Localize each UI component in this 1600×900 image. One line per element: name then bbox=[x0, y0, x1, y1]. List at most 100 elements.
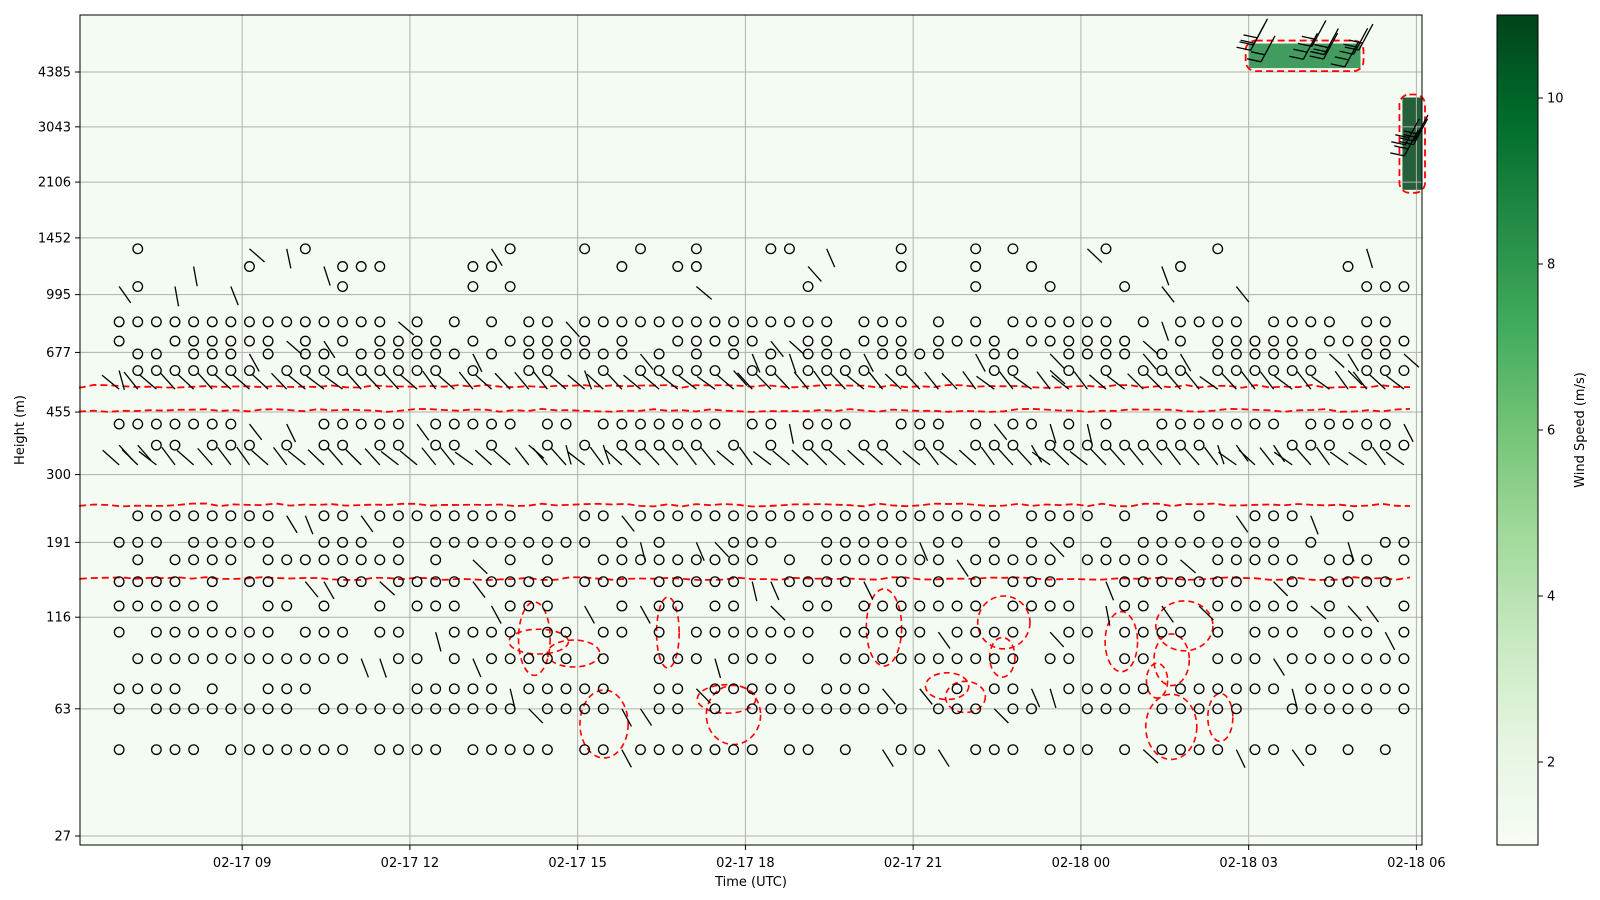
wind-barb bbox=[639, 542, 647, 562]
wind-barb bbox=[770, 605, 786, 621]
calm-circle bbox=[374, 510, 386, 522]
wind-barb bbox=[660, 374, 679, 390]
calm-circle bbox=[299, 744, 311, 756]
wind-barb bbox=[1090, 448, 1107, 466]
wind-barb bbox=[643, 448, 660, 466]
wind-barb bbox=[846, 374, 865, 390]
calm-circle bbox=[467, 683, 479, 695]
calm-circle bbox=[1268, 335, 1280, 347]
wind-barb bbox=[789, 340, 805, 356]
wind-barb bbox=[176, 449, 195, 466]
calm-circle bbox=[1119, 554, 1131, 566]
calm-circle bbox=[672, 418, 684, 430]
calm-circle bbox=[486, 510, 497, 522]
calm-circle bbox=[150, 439, 162, 451]
wind-barb bbox=[565, 444, 572, 465]
calm-circle bbox=[430, 554, 442, 566]
calm-circle bbox=[988, 335, 1000, 347]
calm-circle bbox=[1268, 348, 1280, 360]
calm-circle bbox=[1026, 703, 1037, 715]
wind-barb bbox=[1161, 605, 1174, 623]
calm-circle bbox=[1119, 703, 1131, 715]
calm-circle bbox=[802, 626, 814, 638]
wind-barb bbox=[1366, 605, 1380, 623]
calm-circle bbox=[616, 626, 628, 638]
calm-circle bbox=[1212, 576, 1224, 588]
wind-barb bbox=[236, 446, 251, 466]
contour-blob bbox=[696, 683, 757, 715]
calm-circle bbox=[1193, 536, 1205, 548]
wind-barb bbox=[1106, 375, 1126, 390]
wind-barb bbox=[101, 374, 120, 390]
wind-barb bbox=[1217, 451, 1237, 466]
calm-circle bbox=[821, 683, 833, 695]
wind-barb bbox=[1184, 371, 1200, 390]
wind-barb bbox=[882, 749, 894, 767]
wind-barb bbox=[793, 371, 809, 390]
calm-circle bbox=[1398, 281, 1410, 292]
calm-circle bbox=[970, 626, 982, 638]
calm-circle bbox=[1175, 576, 1186, 588]
contour-line bbox=[1244, 39, 1365, 73]
calm-circle bbox=[225, 703, 237, 715]
calm-circle bbox=[150, 418, 162, 430]
wind-barb bbox=[1238, 449, 1256, 466]
wind-barb bbox=[924, 371, 939, 390]
calm-circle bbox=[1230, 683, 1242, 695]
wind-barb bbox=[1385, 451, 1405, 466]
wind-barb bbox=[364, 448, 381, 466]
calm-circle bbox=[672, 316, 684, 328]
wind-barb bbox=[754, 372, 772, 390]
wind-barb bbox=[1297, 20, 1327, 48]
calm-circle bbox=[169, 626, 181, 638]
calm-circle bbox=[690, 335, 702, 347]
wind-barb bbox=[1347, 542, 1355, 562]
calm-circle bbox=[895, 316, 907, 328]
wind-barb bbox=[287, 450, 306, 466]
calm-circle bbox=[486, 536, 497, 548]
calm-circle bbox=[635, 418, 646, 430]
calm-circle bbox=[1063, 316, 1075, 328]
calm-circle bbox=[895, 365, 907, 376]
calm-circle bbox=[448, 703, 460, 715]
calm-circle bbox=[597, 510, 609, 522]
wind-barb bbox=[868, 371, 884, 390]
wind-barb bbox=[993, 708, 1009, 724]
calm-circle bbox=[579, 243, 591, 255]
calm-circle bbox=[653, 439, 665, 451]
calm-circle bbox=[877, 316, 889, 328]
contour-line bbox=[79, 576, 1411, 582]
calm-circle bbox=[1249, 510, 1261, 522]
calm-circle bbox=[597, 653, 609, 665]
colorbar-ticks: 2 4 6 8 10 bbox=[1538, 92, 1564, 771]
calm-circle bbox=[1119, 348, 1131, 360]
calm-circle bbox=[653, 316, 665, 328]
calm-circle bbox=[1249, 744, 1261, 756]
calm-circle bbox=[430, 365, 442, 376]
colorbar-tick-label: 2 bbox=[1547, 756, 1555, 771]
calm-circle bbox=[690, 348, 702, 360]
calm-circle bbox=[932, 510, 944, 522]
wind-barb bbox=[197, 447, 213, 466]
calm-circle bbox=[1379, 348, 1391, 360]
wind-barb bbox=[962, 370, 977, 390]
calm-circle bbox=[1361, 653, 1373, 665]
calm-circle bbox=[486, 439, 497, 451]
calm-circle bbox=[1379, 335, 1391, 347]
calm-circle bbox=[1398, 439, 1410, 451]
calm-circle bbox=[206, 653, 218, 665]
calm-circle bbox=[988, 626, 1000, 638]
calm-circle bbox=[281, 683, 293, 695]
calm-circle bbox=[1212, 316, 1224, 328]
contour-line bbox=[1398, 93, 1426, 194]
wind-barb bbox=[605, 449, 623, 466]
calm-circle bbox=[1230, 703, 1242, 715]
calm-circle bbox=[1268, 316, 1280, 328]
calm-circle bbox=[765, 348, 777, 360]
wind-barb bbox=[1368, 373, 1386, 390]
calm-circle bbox=[374, 418, 386, 430]
calm-circle bbox=[132, 510, 144, 522]
calm-circle bbox=[1175, 703, 1186, 715]
calm-circle bbox=[430, 348, 442, 360]
wind-barb bbox=[682, 446, 697, 466]
